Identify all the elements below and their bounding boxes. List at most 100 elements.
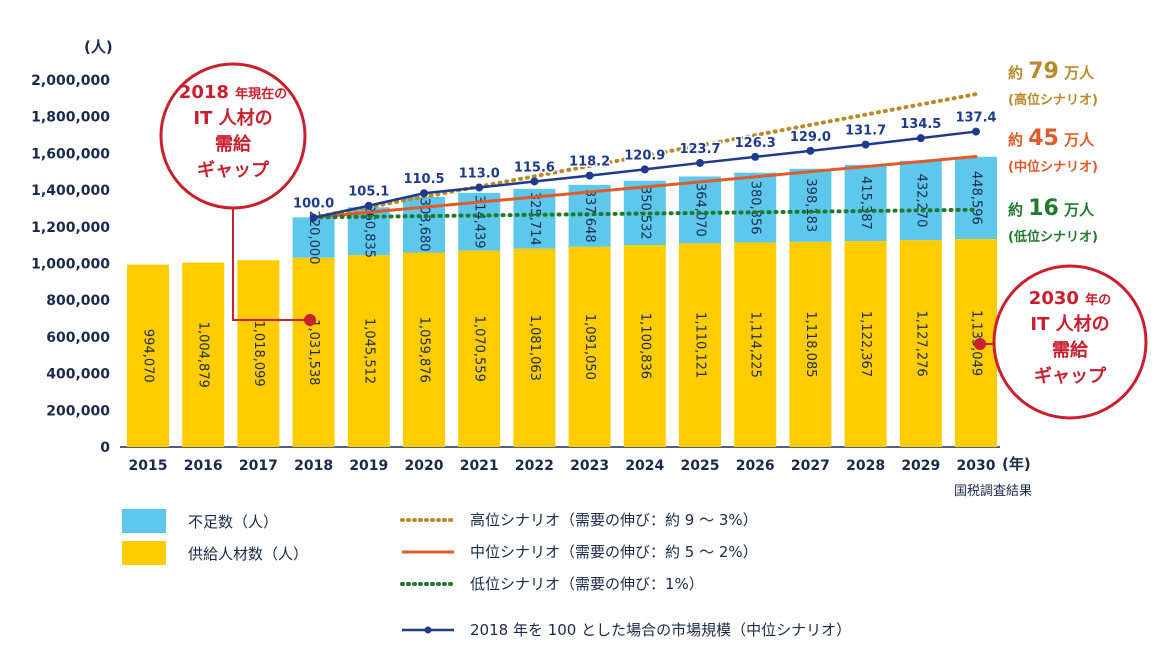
supply-bar bbox=[127, 264, 169, 447]
callout-2018-gap-circle bbox=[159, 62, 307, 210]
legend-item-market-size: 2018 年を 100 とした場合の市場規模（中位シナリオ） bbox=[400, 619, 851, 640]
supply-bar bbox=[403, 252, 445, 447]
y-tick-label: 1,200,000 bbox=[31, 220, 110, 236]
annotation-mid-scenario: 約 45 万人 (中位シナリオ) bbox=[1008, 126, 1098, 175]
supply-value-label: 1,114,225 bbox=[748, 312, 763, 378]
y-tick-label: 1,400,000 bbox=[31, 183, 110, 199]
callout-2030-gap-text-line: IT 人材の bbox=[1030, 313, 1109, 335]
x-tick-label: 2024 bbox=[625, 458, 664, 474]
legend-label-supply: 供給人材数（人） bbox=[188, 544, 309, 563]
legend-item-low-scenario: 低位シナリオ（需要の伸び：1%） bbox=[400, 573, 704, 594]
market-size-point bbox=[916, 134, 925, 143]
source-note: 国税調査結果 bbox=[954, 484, 1032, 499]
mid-scenario-line bbox=[312, 155, 978, 219]
callout-2030-gap-text-line: 2030 年の bbox=[1029, 288, 1111, 309]
shortage-value-label: 448,596 bbox=[969, 171, 984, 225]
x-tick-label: 2017 bbox=[239, 458, 278, 474]
shortage-value-label: 380,856 bbox=[748, 181, 763, 235]
callout-2018-gap-dot bbox=[304, 314, 316, 326]
market-size-value-label: 137.4 bbox=[955, 111, 996, 126]
callout-2030-gap-text-line: ギャップ bbox=[1034, 365, 1107, 387]
legend-label-shortage: 不足数（人） bbox=[188, 512, 279, 531]
callout-2030-gap-circle bbox=[992, 264, 1148, 420]
y-tick-label: 2,000,000 bbox=[31, 73, 110, 89]
shortage-bar bbox=[899, 160, 942, 241]
legend-item-supply: 供給人材数（人） bbox=[122, 541, 308, 565]
market-size-point bbox=[640, 165, 649, 174]
annotation-mid-scenario-label: (中位シナリオ) bbox=[1008, 159, 1098, 175]
low-scenario-line bbox=[311, 207, 978, 220]
annotation-low-scenario-amount: 約 16 万人 bbox=[1008, 196, 1095, 221]
supply-value-label: 994,070 bbox=[141, 329, 156, 383]
legend-swatch-low-scenario bbox=[400, 581, 456, 586]
market-size-point bbox=[806, 146, 815, 155]
supply-value-label: 1,118,085 bbox=[803, 311, 818, 377]
x-tick-label: 2020 bbox=[405, 458, 444, 474]
callout-2018-gap-text-line: 2018 年現在の bbox=[179, 82, 287, 103]
shortage-value-label: 398,183 bbox=[803, 178, 818, 232]
shortage-value-label: 303,680 bbox=[417, 198, 432, 252]
shortage-bar bbox=[844, 164, 887, 242]
market-size-value-label: 110.5 bbox=[403, 172, 444, 187]
x-tick-label: 2019 bbox=[349, 458, 388, 474]
supply-value-label: 1,045,512 bbox=[361, 318, 376, 384]
supply-value-label: 1,070,559 bbox=[472, 316, 487, 382]
supply-bar bbox=[844, 241, 887, 447]
callout-2018-gap-text-line: 需給 bbox=[215, 133, 252, 155]
legend-item-mid-scenario: 中位シナリオ（需要の伸び：約 5 ～ 2%） bbox=[400, 541, 758, 562]
market-size-value-label: 120.9 bbox=[624, 148, 665, 163]
supply-value-label: 1,100,836 bbox=[637, 313, 652, 379]
shortage-bar bbox=[679, 176, 721, 244]
shortage-bar bbox=[734, 172, 777, 243]
shortage-bar bbox=[789, 168, 832, 242]
y-tick-label: 1,800,000 bbox=[31, 110, 110, 126]
legend-swatch-shortage bbox=[122, 509, 166, 533]
supply-bar bbox=[513, 248, 556, 447]
y-tick-label: 800,000 bbox=[46, 293, 110, 309]
shortage-value-label: 337,648 bbox=[582, 189, 597, 243]
market-size-value-label: 126.3 bbox=[735, 136, 776, 151]
annotation-mid-scenario-amount: 約 45 万人 bbox=[1008, 126, 1095, 151]
supply-value-label: 1,091,050 bbox=[582, 314, 597, 380]
market-size-point bbox=[475, 183, 484, 192]
market-size-value-label: 100.0 bbox=[293, 197, 334, 212]
shortage-bar bbox=[955, 156, 997, 240]
y-tick-label: 0 bbox=[100, 440, 110, 456]
market-size-value-label: 129.0 bbox=[790, 130, 831, 145]
annotation-low-scenario-label: (低位シナリオ) bbox=[1008, 229, 1098, 245]
shortage-value-label: 220,000 bbox=[306, 211, 321, 265]
annotation-high-scenario: 約 79 万人 (高位シナリオ) bbox=[1008, 59, 1098, 108]
legend-item-high-scenario: 高位シナリオ（需要の伸び：約 9 ～ 3%） bbox=[400, 509, 758, 530]
callout-2018-gap-text-line: IT 人材の bbox=[193, 107, 272, 129]
market-size-point bbox=[420, 189, 428, 198]
market-size-value-label: 134.5 bbox=[900, 117, 941, 132]
market-size-point bbox=[309, 213, 318, 222]
shortage-value-label: 415,387 bbox=[858, 176, 873, 230]
legend-label-low-scenario: 低位シナリオ（需要の伸び：1%） bbox=[470, 575, 704, 593]
market-size-point bbox=[861, 140, 870, 149]
supply-value-label: 1,122,367 bbox=[858, 311, 873, 377]
annotation-low-scenario: 約 16 万人 (低位シナリオ) bbox=[1008, 196, 1098, 245]
supply-bar bbox=[734, 242, 777, 447]
legend-label-high-scenario: 高位シナリオ（需要の伸び：約 9 ～ 3%） bbox=[470, 511, 758, 529]
y-tick-label: 600,000 bbox=[46, 330, 110, 346]
supply-bar bbox=[623, 244, 666, 447]
supply-value-label: 1,081,063 bbox=[527, 315, 542, 381]
supply-value-label: 1,004,879 bbox=[196, 322, 211, 388]
x-tick-label: 2015 bbox=[129, 458, 168, 474]
x-tick-label: 2022 bbox=[515, 458, 554, 474]
shortage-value-label: 325,714 bbox=[527, 192, 542, 246]
shortage-bar bbox=[568, 184, 611, 247]
x-tick-label: 2027 bbox=[791, 458, 830, 474]
x-tick-label: 2028 bbox=[846, 458, 885, 474]
x-tick-label: 2021 bbox=[460, 458, 499, 474]
callout-2030-gap-dot bbox=[974, 338, 986, 350]
shortage-value-label: 432,270 bbox=[913, 174, 928, 228]
annotation-high-scenario-label: (高位シナリオ) bbox=[1008, 92, 1098, 108]
y-tick-label: 1,000,000 bbox=[31, 257, 110, 273]
supply-bar bbox=[347, 255, 390, 447]
callout-2018-gap-connector bbox=[232, 208, 310, 321]
x-tick-label: 2026 bbox=[736, 458, 775, 474]
x-axis-unit-label: (年) bbox=[1002, 455, 1031, 473]
